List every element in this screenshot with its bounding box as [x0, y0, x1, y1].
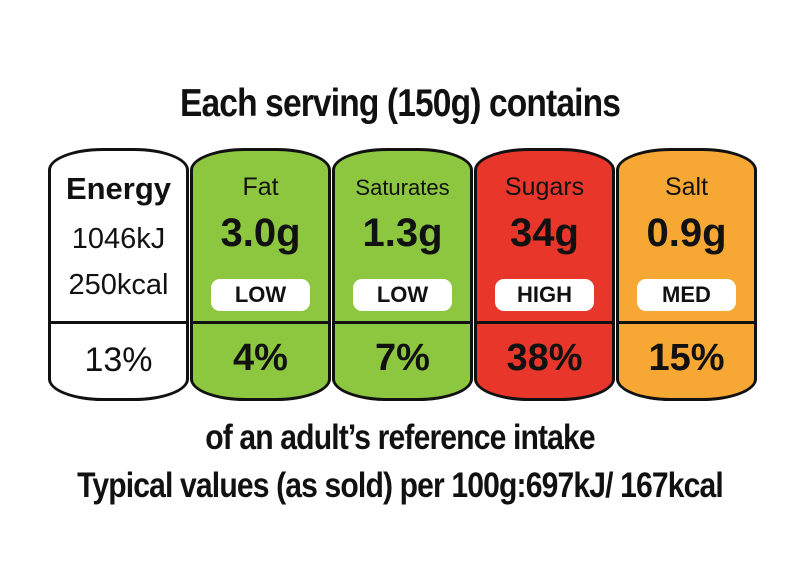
salt-amount: 0.9g [646, 211, 727, 255]
sugars-label: Sugars [504, 173, 585, 201]
reference-intake-note: of an adult’s reference intake [205, 418, 595, 457]
nutrition-label: Energy 1046kJ 250kcal 13% Fat 3.0g LOW 4… [48, 148, 758, 401]
energy-kcal: 250kcal [68, 269, 169, 301]
energy-card: Energy 1046kJ 250kcal 13% [48, 148, 189, 401]
salt-level-badge: MED [637, 279, 736, 311]
energy-label: Energy [65, 171, 172, 206]
fat-level-badge: LOW [211, 279, 310, 311]
card-divider [193, 321, 328, 324]
card-divider [51, 321, 186, 324]
card-divider [477, 321, 612, 324]
sugars-card: Sugars 34g HIGH 38% [474, 148, 615, 401]
fat-percent: 4% [233, 337, 288, 379]
saturates-label: Saturates [355, 175, 450, 200]
fat-amount: 3.0g [220, 211, 301, 255]
card-divider [619, 321, 754, 324]
energy-percent: 13% [84, 341, 153, 379]
salt-percent: 15% [648, 337, 725, 379]
saturates-percent: 7% [375, 337, 430, 379]
saturates-level-badge: LOW [353, 279, 452, 311]
fat-label: Fat [242, 173, 279, 201]
salt-label: Salt [664, 173, 709, 201]
fat-card: Fat 3.0g LOW 4% [190, 148, 331, 401]
typical-values-note: Typical values (as sold) per 100g:697kJ/… [77, 466, 724, 505]
saturates-amount: 1.3g [362, 211, 443, 255]
saturates-card: Saturates 1.3g LOW 7% [332, 148, 473, 401]
card-divider [335, 321, 470, 324]
energy-kj: 1046kJ [71, 223, 166, 255]
sugars-level-badge: HIGH [495, 279, 594, 311]
salt-card: Salt 0.9g MED 15% [616, 148, 757, 401]
sugars-percent: 38% [506, 337, 583, 379]
serving-heading: Each serving (150g) contains [179, 82, 621, 125]
sugars-amount: 34g [510, 211, 579, 255]
